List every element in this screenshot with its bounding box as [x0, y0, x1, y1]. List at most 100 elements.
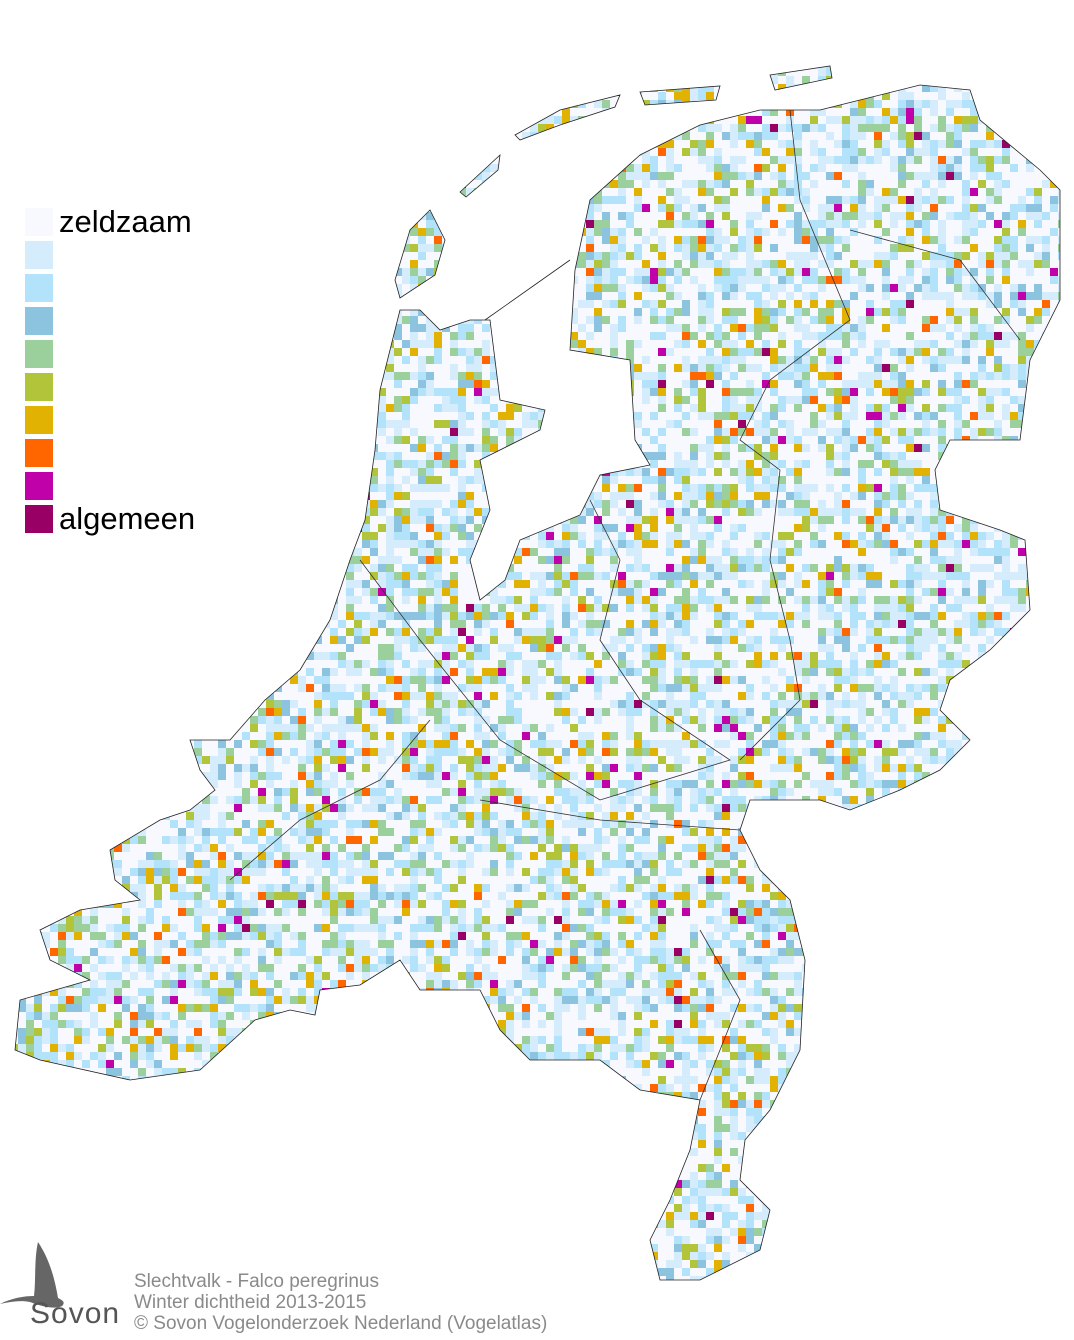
density-cell: [1066, 124, 1074, 132]
density-cell: [978, 236, 986, 244]
density-cell: [826, 68, 834, 76]
density-cell: [394, 276, 402, 284]
density-cell: [634, 212, 642, 220]
density-cell: [954, 180, 962, 188]
density-cell: [570, 332, 578, 340]
density-cell: [458, 220, 466, 228]
density-cell: [34, 132, 42, 140]
density-cell: [794, 244, 802, 252]
density-cell: [434, 92, 442, 100]
density-cell: [434, 292, 442, 300]
density-cell: [306, 324, 314, 332]
density-cell: [762, 276, 770, 284]
density-cell: [962, 140, 970, 148]
density-cell: [690, 332, 698, 340]
density-cell: [1018, 220, 1026, 228]
density-cell: [770, 332, 778, 340]
density-cell: [442, 116, 450, 124]
density-cell: [730, 332, 738, 340]
density-cell: [226, 356, 234, 364]
density-cell: [1066, 348, 1074, 356]
density-cell: [746, 140, 754, 148]
density-cell: [18, 164, 26, 172]
density-cell: [770, 252, 778, 260]
density-cell: [1066, 340, 1074, 348]
density-cell: [698, 204, 706, 212]
density-cell: [610, 268, 618, 276]
density-cell: [274, 220, 282, 228]
density-cell: [898, 116, 906, 124]
density-cell: [602, 284, 610, 292]
density-cell: [674, 236, 682, 244]
density-cell: [962, 332, 970, 340]
density-cell: [610, 204, 618, 212]
density-cell: [802, 268, 810, 276]
density-cell: [450, 292, 458, 300]
density-cell: [706, 84, 714, 92]
density-cell: [794, 220, 802, 228]
density-cell: [874, 324, 882, 332]
density-cell: [114, 180, 122, 188]
density-cell: [914, 140, 922, 148]
density-cell: [130, 92, 138, 100]
density-cell: [498, 284, 506, 292]
density-cell: [218, 92, 226, 100]
density-cell: [266, 228, 274, 236]
density-cell: [250, 300, 258, 308]
density-cell: [626, 276, 634, 284]
density-cell: [986, 156, 994, 164]
density-cell: [514, 180, 522, 188]
density-cell: [162, 124, 170, 132]
density-cell: [954, 84, 962, 92]
density-cell: [794, 66, 802, 68]
density-cell: [842, 148, 850, 156]
density-cell: [658, 204, 666, 212]
density-cell: [634, 292, 642, 300]
density-cell: [34, 188, 42, 196]
density-cell: [674, 204, 682, 212]
density-cell: [338, 348, 346, 356]
density-cell: [738, 66, 746, 68]
density-cell: [15, 132, 18, 140]
density-cell: [378, 84, 386, 92]
density-cell: [506, 212, 514, 220]
density-cell: [690, 188, 698, 196]
density-cell: [250, 252, 258, 260]
density-cell: [954, 292, 962, 300]
density-cell: [690, 276, 698, 284]
density-cell: [482, 252, 490, 260]
density-cell: [714, 244, 722, 252]
density-cell: [866, 68, 874, 76]
density-cell: [1018, 340, 1026, 348]
density-cell: [186, 172, 194, 180]
density-cell: [562, 100, 570, 108]
density-cell: [986, 204, 994, 212]
density-cell: [386, 108, 394, 116]
density-cell: [322, 356, 330, 364]
density-cell: [914, 228, 922, 236]
density-cell: [378, 284, 386, 292]
density-cell: [786, 324, 794, 332]
density-cell: [842, 332, 850, 340]
density-cell: [330, 100, 338, 108]
density-cell: [1026, 268, 1034, 276]
density-cell: [642, 212, 650, 220]
density-cell: [698, 124, 706, 132]
density-cell: [626, 340, 634, 348]
density-cell: [1042, 252, 1050, 260]
density-cell: [754, 236, 762, 244]
density-cell: [882, 348, 890, 356]
density-cell: [50, 108, 58, 116]
density-cell: [602, 116, 610, 124]
density-cell: [658, 76, 666, 84]
density-cell: [258, 220, 266, 228]
density-cell: [250, 196, 258, 204]
density-cell: [594, 220, 602, 228]
density-cell: [714, 180, 722, 188]
density-cell: [146, 140, 154, 148]
density-cell: [722, 212, 730, 220]
density-cell: [770, 164, 778, 172]
density-cell: [674, 124, 682, 132]
density-cell: [490, 276, 498, 284]
density-cell: [402, 196, 410, 204]
